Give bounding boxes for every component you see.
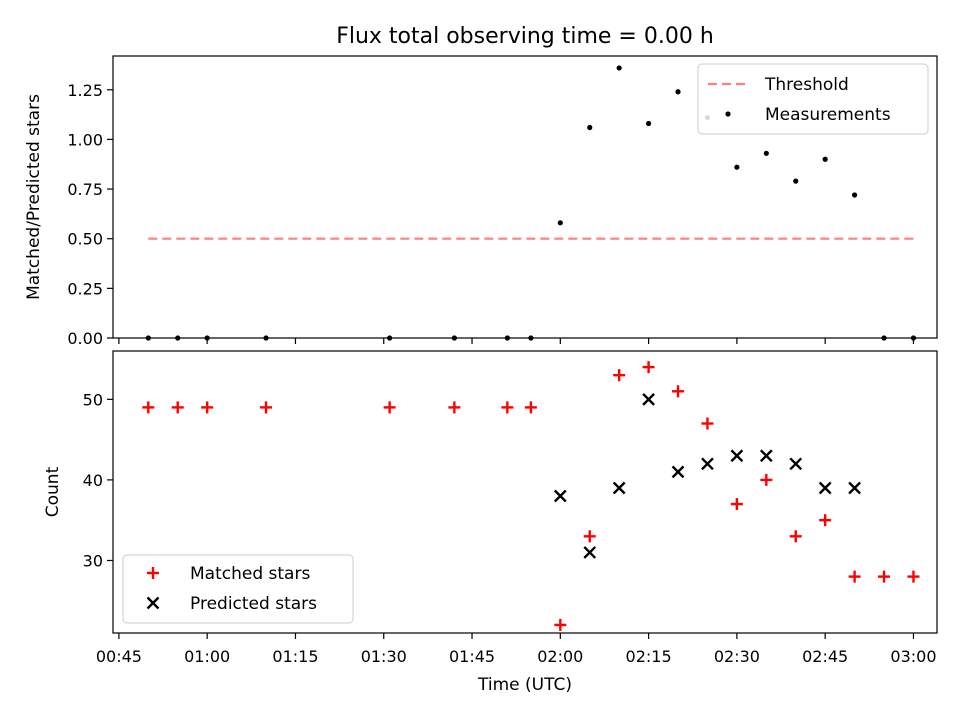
bottom-legend-box: [122, 554, 354, 624]
predicted-star-point: [759, 449, 773, 463]
measurement-point: [910, 335, 917, 341]
legend-predicted-marker: [146, 596, 160, 610]
measurement-point: [504, 335, 510, 341]
legend-plus-icon: [147, 567, 159, 579]
matched-star-point: [672, 385, 685, 398]
bottom-legend: Matched stars Predicted stars: [122, 554, 354, 624]
measurement-point: [587, 124, 593, 131]
measurement-point: [616, 65, 622, 71]
top-y-tick-label: 1.00: [67, 130, 103, 149]
predicted-star-point: [789, 457, 803, 471]
matched-star-point: [819, 514, 832, 527]
measurement-point: [881, 335, 887, 341]
bottom-x-ticks: 00:45 01:00 01:15 01:30 01:45 02:00 02:15 02:30…: [96, 633, 937, 666]
matched-star-point: [142, 401, 155, 414]
bottom-y-axis-label: Count: [43, 466, 63, 517]
predicted-star-point: [848, 481, 861, 495]
top-y-ticks: 0.00 0.25 0.50 0.75 1.00 1.25: [67, 81, 113, 348]
bottom-plot-frame: [112, 350, 938, 634]
matched-star-point: [848, 570, 861, 583]
matched-star-point: [613, 369, 626, 382]
matched-star-point: [260, 401, 273, 414]
bottom-y-tick-label: 30: [83, 551, 103, 570]
predicted-star-point: [671, 465, 685, 479]
measurement-point: [763, 150, 769, 156]
predicted-star-point: [553, 489, 567, 503]
matched-star-point: [383, 401, 396, 414]
predicted-star-point: [730, 449, 744, 463]
x-tick-label: 01:00: [184, 647, 230, 666]
top-y-axis-label: Matched/Predicted stars: [24, 94, 44, 300]
measurement-point: [793, 178, 799, 184]
measurement-point: [528, 335, 534, 341]
matched-star-point: [501, 401, 514, 414]
legend-threshold-label: Threshold: [764, 75, 849, 95]
legend-matched-marker: [147, 567, 159, 579]
matched-star-point: [907, 570, 920, 583]
measurement-point: [822, 156, 828, 162]
predicted-star-point: [612, 481, 626, 495]
top-y-tick-label: 0.25: [67, 279, 103, 298]
top-y-tick-label: 1.25: [67, 81, 103, 100]
measurement-point: [175, 335, 181, 341]
chart-title: Flux total observing time = 0.00 h: [336, 24, 714, 49]
top-y-tick-label: 0.00: [67, 329, 103, 348]
x-tick-label: 02:15: [626, 647, 672, 666]
x-tick-label: 00:45: [96, 647, 142, 666]
top-legend-box: [697, 63, 929, 135]
matched-star-point: [730, 498, 743, 511]
bottom-y-ticks: 30 40 50: [83, 390, 113, 570]
measurement-point: [451, 335, 457, 341]
matched-star-point: [701, 417, 714, 430]
matched-star-point: [524, 401, 537, 414]
top-y-tick-label: 0.50: [67, 230, 103, 249]
top-panel: Flux total observing time = 0.00 h Match…: [24, 24, 938, 348]
x-tick-label: 01:30: [361, 647, 407, 666]
measurement-point: [675, 89, 681, 95]
matched-star-point: [201, 401, 214, 414]
top-plot-frame: [112, 55, 938, 339]
x-tick-label: 02:30: [714, 647, 760, 666]
x-tick-label: 03:00: [890, 647, 936, 666]
top-y-tick-label: 0.75: [67, 180, 103, 199]
predicted-star-point: [642, 392, 655, 406]
matched-star-point: [448, 401, 461, 414]
measurement-point: [734, 164, 740, 170]
matched-star-point: [789, 530, 802, 543]
measurement-point: [557, 220, 563, 226]
predicted-star-point: [818, 481, 832, 495]
legend-predicted-label: Predicted stars: [190, 594, 317, 614]
measurement-point: [204, 335, 210, 341]
measurement-point: [387, 335, 393, 341]
matched-star-point: [878, 570, 891, 583]
x-tick-label: 02:45: [802, 647, 848, 666]
x-tick-label: 01:15: [272, 647, 318, 666]
predicted-star-point: [701, 457, 714, 471]
measurement-point: [263, 335, 269, 341]
matched-star-point: [760, 473, 773, 486]
matched-star-point: [583, 530, 596, 543]
bottom-y-tick-label: 40: [83, 471, 103, 490]
measurement-point: [646, 120, 652, 127]
measurement-point: [145, 335, 151, 341]
x-axis-label: Time (UTC): [477, 675, 572, 695]
legend-x-icon: [146, 596, 160, 610]
measurement-point: [852, 192, 858, 198]
predicted-star-point: [583, 546, 597, 559]
x-tick-label: 02:00: [537, 647, 583, 666]
legend-measurements-label: Measurements: [765, 105, 891, 125]
bottom-y-tick-label: 50: [83, 390, 103, 409]
matched-star-point: [554, 618, 567, 631]
count-points: [142, 361, 920, 631]
matched-star-point: [171, 401, 184, 414]
matched-star-point: [642, 361, 655, 374]
x-tick-label: 01:45: [449, 647, 495, 666]
top-legend: Threshold Measurements: [697, 63, 929, 135]
legend-measurements-marker: [725, 111, 731, 117]
top-x-ticks: [118, 338, 915, 344]
measurement-points: [145, 65, 917, 341]
legend-matched-label: Matched stars: [190, 564, 310, 584]
